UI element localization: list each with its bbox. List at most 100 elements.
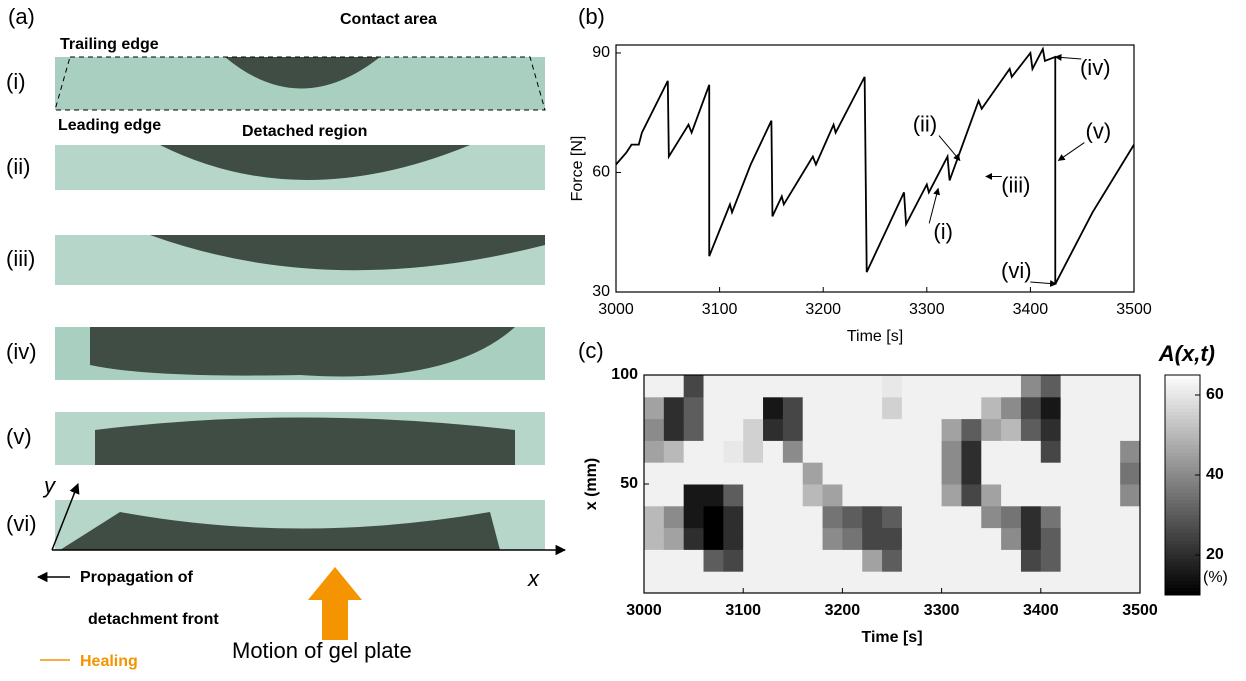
colorbar-segment <box>1165 591 1200 596</box>
heat-cell <box>921 549 943 572</box>
heat-cell <box>1120 418 1141 441</box>
colorbar-segment <box>1165 463 1200 468</box>
heat-cell <box>802 375 824 398</box>
heat-cell <box>782 396 804 420</box>
heat-cell <box>842 484 863 507</box>
heat-cell <box>822 396 843 420</box>
heat-cell <box>1020 484 1042 507</box>
heat-cell <box>882 484 903 507</box>
heat-cell <box>802 484 824 507</box>
heat-cell <box>981 396 1002 420</box>
heat-cell <box>1040 440 1062 463</box>
heat-cell <box>644 375 665 398</box>
heat-cell <box>743 549 764 572</box>
heat-cell <box>1040 527 1062 550</box>
heat-cell <box>1060 396 1081 420</box>
heat-cell <box>862 484 883 507</box>
heat-cell <box>743 396 764 420</box>
heat-cell <box>743 418 764 441</box>
heat-cell <box>921 571 943 594</box>
heat-cell <box>1120 484 1141 507</box>
y-tick-label: 90 <box>592 44 610 61</box>
heat-cell <box>882 396 903 420</box>
heat-cell <box>1120 505 1141 529</box>
heat-cell <box>981 484 1002 507</box>
x-tick-label: 3200 <box>825 602 861 619</box>
heat-cell <box>763 527 784 550</box>
heat-cell <box>1080 527 1101 550</box>
heat-cell <box>763 418 784 441</box>
annotation: (i) <box>933 219 953 244</box>
y-tick-label: 30 <box>592 283 610 300</box>
colorbar-segment <box>1165 485 1200 490</box>
heat-cell <box>822 418 843 441</box>
heat-cell <box>941 505 962 529</box>
heat-cell <box>763 571 784 594</box>
colorbar-segment <box>1165 562 1200 567</box>
colorbar-segment <box>1165 444 1200 449</box>
heat-cell <box>961 571 982 594</box>
heat-cell <box>1100 418 1121 441</box>
line <box>615 46 1135 285</box>
heat-cell <box>921 462 943 485</box>
annotation: (vi) <box>1001 258 1032 283</box>
heat-cell <box>1001 375 1022 398</box>
colorbar-segment <box>1165 382 1200 387</box>
heat-cell <box>1100 505 1121 529</box>
heat-cell <box>981 549 1002 572</box>
annotation: Leading edge <box>58 117 161 134</box>
heat-cell <box>644 505 665 529</box>
heat-cell <box>743 440 764 463</box>
heat-cell <box>743 527 764 550</box>
heat-cell <box>1020 462 1042 485</box>
colorbar-segment <box>1165 507 1200 512</box>
heat-cell <box>961 418 982 441</box>
x-tick-label: 3400 <box>1023 602 1059 619</box>
heat-cell <box>802 396 824 420</box>
heat-cell <box>723 418 744 441</box>
heat-cell <box>723 462 744 485</box>
heat-cell <box>1080 440 1101 463</box>
heat-cell <box>941 571 962 594</box>
annotation: (iv) <box>1080 55 1111 80</box>
heat-cell <box>683 375 705 398</box>
heat-cell <box>802 505 824 529</box>
annotation: Trailing edge <box>60 36 159 53</box>
heat-cell <box>1060 484 1081 507</box>
heat-cell <box>941 462 962 485</box>
heat-cell <box>961 549 982 572</box>
heat-cell <box>683 571 705 594</box>
colorbar-segment <box>1165 441 1200 446</box>
colorbar-segment <box>1165 375 1200 380</box>
heat-cell <box>763 462 784 485</box>
heat-cell <box>1060 375 1081 398</box>
heat-cell <box>743 505 764 529</box>
heat-cell <box>842 527 863 550</box>
x-tick-label: 3400 <box>1013 301 1049 318</box>
colorbar-segment <box>1165 408 1200 413</box>
heat-cell <box>763 505 784 529</box>
heat-cell <box>1020 440 1042 463</box>
heat-cell <box>703 375 724 398</box>
strip-label: (vi) <box>6 511 37 536</box>
colorbar-segment <box>1165 518 1200 523</box>
colorbar-segment <box>1165 492 1200 497</box>
axes-arrows <box>36 483 567 661</box>
heat-cell <box>901 396 923 420</box>
heat-cell <box>703 418 724 441</box>
heat-cell <box>862 462 883 485</box>
heat-cell <box>683 440 705 463</box>
heat-cell <box>981 505 1002 529</box>
x-tick-label: 3500 <box>1122 602 1158 619</box>
strip-label: (v) <box>6 424 32 449</box>
heat-cell <box>703 571 724 594</box>
heat-cell <box>1020 418 1042 441</box>
heat-cell <box>1040 375 1062 398</box>
heat-cell <box>921 440 943 463</box>
heat-cell <box>842 549 863 572</box>
heat-cell <box>981 462 1002 485</box>
heat-cell <box>1100 549 1121 572</box>
heat-cell <box>961 527 982 550</box>
heat-cell <box>802 571 824 594</box>
annotation-arrow <box>938 135 961 162</box>
